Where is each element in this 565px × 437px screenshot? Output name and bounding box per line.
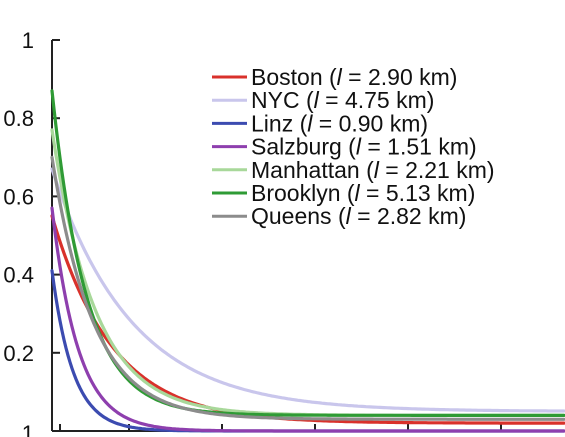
series-line bbox=[50, 155, 565, 421]
legend-label: Brooklyn (l = 5.13 km) bbox=[251, 180, 475, 206]
series-line bbox=[50, 89, 565, 417]
series-line bbox=[50, 269, 565, 433]
legend-label: NYC (l = 4.75 km) bbox=[251, 87, 434, 113]
y-tick-label: 0.2 bbox=[3, 341, 34, 366]
legend-label: Manhattan (l = 2.21 km) bbox=[251, 157, 495, 183]
legend-label: Boston (l = 2.90 km) bbox=[251, 64, 457, 90]
legend-label: Salzburg (l = 1.51 km) bbox=[251, 134, 477, 160]
legend-label: Queens (l = 2.82 km) bbox=[251, 203, 466, 229]
legend-label: Linz (l = 0.90 km) bbox=[251, 110, 428, 136]
y-tick-label: 1 bbox=[22, 28, 34, 53]
series-curves bbox=[50, 89, 565, 433]
legend: Boston (l = 2.90 km)NYC (l = 4.75 km)Lin… bbox=[212, 64, 495, 229]
series-line bbox=[50, 167, 565, 413]
y-tick-label: 0.4 bbox=[3, 263, 34, 288]
y-tick-label: 0.8 bbox=[3, 106, 34, 131]
series-line bbox=[50, 206, 565, 433]
y-tick-label: 0.6 bbox=[3, 184, 34, 209]
y-ticks: 0.2 0.4 0.6 0.8 1 1 bbox=[3, 28, 60, 437]
bottom-tick-label: 1 bbox=[22, 421, 34, 437]
